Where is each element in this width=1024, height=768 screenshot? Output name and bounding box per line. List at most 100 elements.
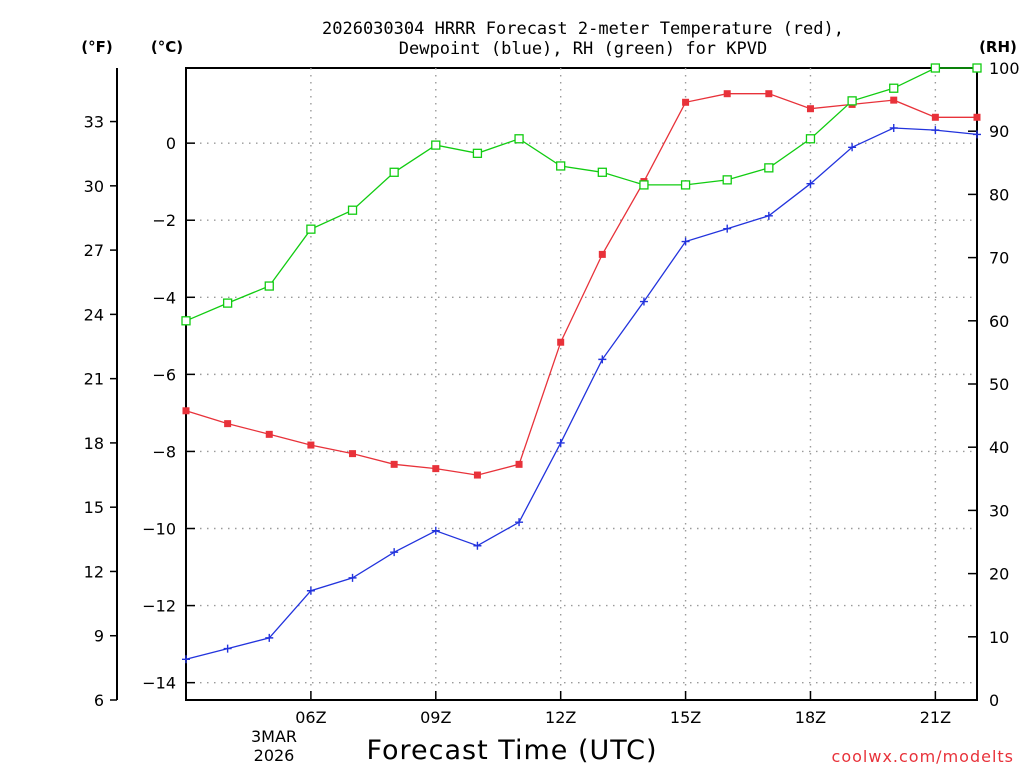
celsius-tick-label: −8 [152, 442, 176, 461]
rh-point [889, 83, 899, 93]
temperature-point [390, 460, 398, 468]
rh-tick-label: 70 [989, 249, 1009, 268]
rh-point [722, 175, 732, 185]
temperature-point [973, 113, 981, 121]
temperature-point [765, 90, 773, 98]
temperature-point [432, 465, 440, 473]
date-label-day: 3MAR [251, 727, 297, 746]
temperature-point [515, 460, 523, 468]
rh-point [847, 96, 857, 106]
temperature-point [557, 338, 565, 346]
rh-point [597, 167, 607, 177]
celsius-tick-label: 0 [166, 134, 176, 153]
dewpoint-point [973, 130, 981, 139]
fahrenheit-tick-label: 27 [84, 241, 104, 260]
rh-tick-label: 0 [989, 691, 999, 710]
fahrenheit-tick-label: 9 [94, 627, 104, 646]
rh-tick-label: 30 [989, 501, 1009, 520]
dewpoint-point [806, 179, 815, 188]
rh-point [306, 224, 316, 234]
x-tick-label: 15Z [670, 708, 701, 727]
rh-tick-label: 100 [989, 59, 1020, 78]
rh-tick-label: 10 [989, 628, 1009, 647]
temperature-point [931, 113, 939, 121]
rh-point [264, 281, 274, 291]
temperature-point [723, 90, 731, 98]
credit-link[interactable]: coolwx.com/modelts [832, 747, 1014, 766]
x-tick-label: 21Z [920, 708, 951, 727]
dewpoint-point [515, 518, 524, 527]
rh-point [680, 180, 691, 190]
dewpoint-point [306, 586, 315, 595]
dewpoint-point [265, 633, 274, 642]
dewpoint-point [431, 526, 440, 535]
rh-point [764, 163, 774, 173]
rh-point [472, 148, 483, 158]
x-tick-label: 09Z [420, 708, 451, 727]
fahrenheit-tick-label: 15 [84, 498, 104, 517]
axis-ticks: 0 −2 −4 −6 −8 −10 −12 −14 06Z 09Z 12Z 15Z 18Z 21Z 6 9 12… [84, 59, 1020, 727]
fahrenheit-axis-label: (°F) [81, 38, 112, 56]
rh-point [639, 180, 649, 190]
celsius-tick-label: −6 [152, 365, 176, 384]
rh-point [347, 205, 358, 215]
rh-tick-label: 80 [989, 185, 1009, 204]
dewpoint-point [681, 237, 690, 246]
rh-axis-label: (RH) [979, 38, 1017, 56]
dewpoint-point [764, 211, 773, 220]
data-series [181, 63, 982, 664]
dewpoint-point [889, 123, 898, 132]
dewpoint-point [390, 548, 399, 557]
chart-title-line-1: 2026030304 HRRR Forecast 2-meter Tempera… [322, 19, 844, 39]
fahrenheit-tick-label: 24 [84, 305, 104, 324]
rh-tick-label: 40 [989, 438, 1009, 457]
fahrenheit-tick-label: 33 [84, 113, 104, 132]
temperature-point [224, 420, 232, 428]
temperature-line [185, 93, 977, 476]
celsius-tick-label: −4 [152, 288, 176, 307]
chart-title-line-2: Dewpoint (blue), RH (green) for KPVD [399, 39, 767, 59]
dewpoint-point [348, 573, 357, 582]
dewpoint-point [182, 655, 190, 664]
temperature-point [890, 96, 898, 104]
rh-point [805, 134, 816, 144]
celsius-tick-label: −10 [142, 520, 176, 539]
x-tick-label: 18Z [795, 708, 826, 727]
rh-point [222, 298, 233, 308]
rh-tick-label: 50 [989, 375, 1009, 394]
fahrenheit-tick-label: 6 [94, 691, 104, 710]
dewpoint-point [639, 297, 648, 306]
temperature-point [473, 471, 481, 479]
celsius-axis-label: (°C) [151, 38, 183, 56]
dewpoint-point [848, 143, 857, 152]
celsius-tick-label: −14 [142, 674, 176, 693]
rh-point [930, 63, 941, 73]
temperature-point [682, 98, 690, 106]
temperature-point [182, 407, 190, 415]
rh-point [389, 167, 399, 177]
temperature-point [265, 430, 273, 438]
celsius-tick-label: −2 [152, 211, 176, 230]
fahrenheit-tick-label: 18 [84, 434, 104, 453]
rh-tick-label: 60 [989, 312, 1009, 331]
x-axis-title: Forecast Time (UTC) [366, 735, 657, 766]
date-label-year: 2026 [254, 746, 295, 765]
temperature-point [349, 450, 357, 458]
dewpoint-point [723, 224, 732, 233]
temperature-point [598, 250, 606, 258]
rh-point [972, 63, 982, 73]
rh-point [181, 316, 191, 326]
rh-tick-label: 90 [989, 122, 1009, 141]
dewpoint-point [223, 644, 232, 653]
fahrenheit-tick-label: 30 [84, 177, 104, 196]
x-tick-label: 06Z [295, 708, 326, 727]
dewpoint-line [185, 127, 978, 660]
dewpoint-point [556, 438, 565, 447]
temperature-point [307, 441, 315, 449]
rh-tick-label: 20 [989, 565, 1009, 584]
celsius-tick-label: −12 [142, 597, 176, 616]
rh-point [556, 161, 566, 171]
dewpoint-point [473, 541, 482, 550]
temperature-point [806, 105, 814, 113]
